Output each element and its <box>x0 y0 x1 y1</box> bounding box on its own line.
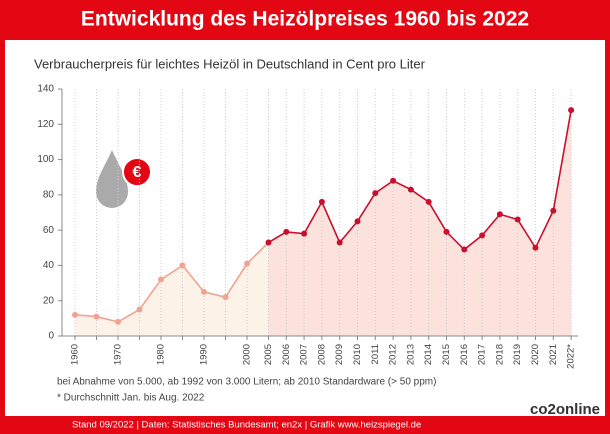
point <box>496 211 503 218</box>
point <box>93 313 100 320</box>
point <box>72 311 78 318</box>
x-tick-label: 2015 <box>441 344 452 365</box>
point <box>201 288 207 295</box>
x-tick-label: 2008 <box>316 344 327 365</box>
x-tick-label: 2009 <box>334 344 345 365</box>
x-tick-label: 1970 <box>113 344 124 365</box>
point <box>390 177 397 184</box>
x-tick-label: 2021 <box>548 344 559 365</box>
point <box>318 198 325 205</box>
x-tick-label: 2007 <box>299 344 310 365</box>
footer: Stand 09/2022 | Daten: Statistisches Bun… <box>72 420 421 431</box>
x-tick-label: 1990 <box>199 344 210 365</box>
point <box>222 294 229 301</box>
x-tick-label: 2006 <box>281 344 292 365</box>
point <box>136 306 143 313</box>
subtitle: Verbraucherpreis für leichtes Heizöl in … <box>34 56 426 71</box>
point <box>372 190 379 197</box>
x-tick-label: 2010 <box>352 344 363 365</box>
y-tick-label: 100 <box>37 154 54 165</box>
x-tick-label: 2014 <box>423 344 434 365</box>
y-tick-label: 40 <box>43 260 55 271</box>
euro-icon <box>122 157 152 187</box>
area <box>268 110 572 337</box>
point <box>283 228 290 235</box>
y-tick-label: 0 <box>48 331 54 342</box>
x-tick-label: 1960 <box>70 344 81 365</box>
y-tick-label: 120 <box>37 119 54 130</box>
point <box>115 318 121 325</box>
y-tick-label: 20 <box>43 295 55 306</box>
y-tick-label: 80 <box>43 189 55 200</box>
area <box>75 242 269 336</box>
point <box>425 198 432 205</box>
x-tick-label: 2005 <box>263 344 274 365</box>
x-tick-label: 1980 <box>156 344 167 365</box>
line <box>268 110 572 251</box>
x-tick-label: 2019 <box>512 344 523 365</box>
x-tick-label: 2011 <box>370 344 381 364</box>
x-tick-label: 2020 <box>530 344 541 365</box>
x-tick-label: 2012 <box>388 344 399 365</box>
x-tick-label: 2017 <box>477 344 488 365</box>
point <box>407 186 414 193</box>
point <box>265 239 272 246</box>
x-tick-label: 2018 <box>494 344 505 365</box>
drop-icon <box>96 150 128 208</box>
y-tick-label: 60 <box>43 225 55 236</box>
y-tick-label: 140 <box>37 84 54 95</box>
point <box>158 276 164 283</box>
x-tick-label: 2022* <box>566 344 577 369</box>
point <box>443 228 450 235</box>
point <box>514 216 521 223</box>
point <box>532 244 539 251</box>
point <box>244 260 250 267</box>
point <box>301 230 308 237</box>
x-tick-label: 2000 <box>242 344 253 365</box>
point <box>550 207 557 214</box>
x-tick-label: 2016 <box>459 344 470 365</box>
line <box>74 241 270 323</box>
note: * Durchschnitt Jan. bis Aug. 2022 <box>57 393 205 404</box>
x-tick-label: 2013 <box>405 344 416 365</box>
point <box>336 239 343 246</box>
euro-symbol: € <box>133 164 142 181</box>
point <box>568 107 575 114</box>
note: bei Abnahme von 5.000, ab 1992 von 3.000… <box>57 377 436 388</box>
logo: co2online <box>530 401 600 418</box>
point <box>354 218 361 225</box>
point <box>179 262 186 269</box>
point <box>461 246 468 253</box>
chart-title: Entwicklung des Heizölpreises 1960 bis 2… <box>81 8 529 31</box>
point <box>479 232 486 239</box>
